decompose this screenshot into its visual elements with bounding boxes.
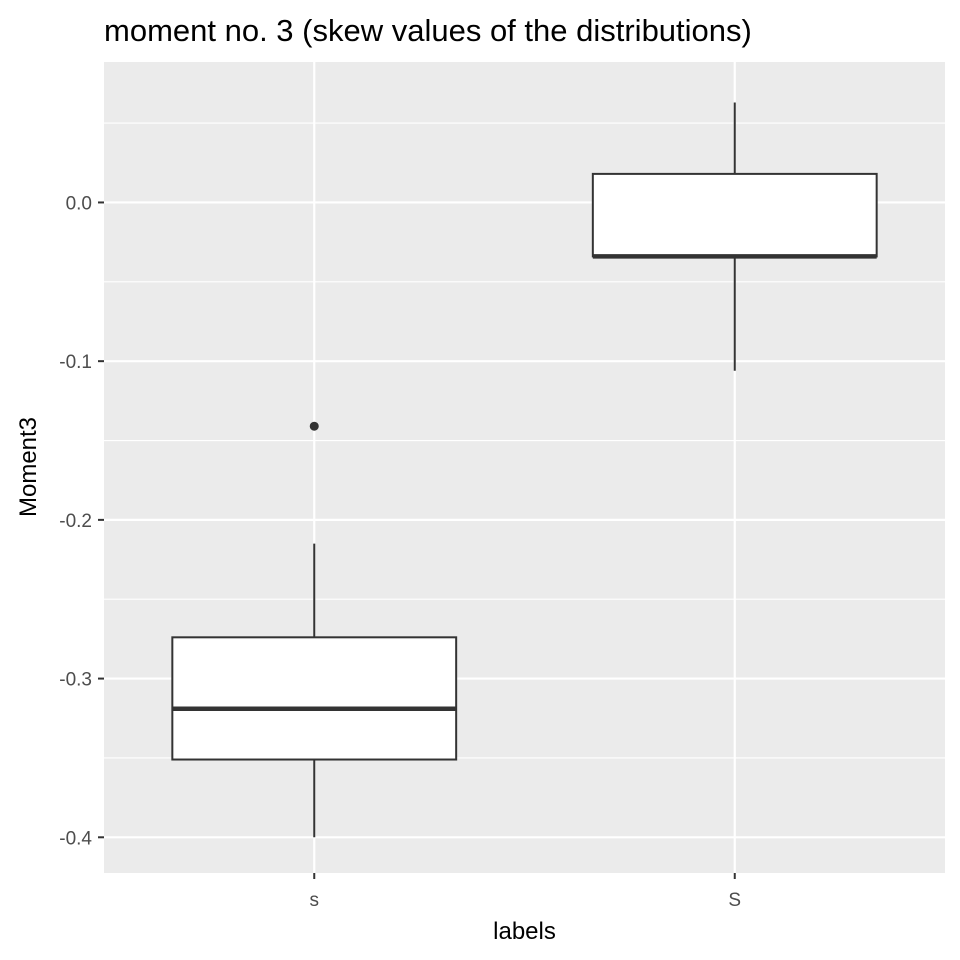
y-axis: 0.0 -0.1 -0.2 -0.3 -0.4 — [59, 193, 104, 849]
y-tick-label: 0.0 — [66, 193, 92, 214]
box-iqr — [591, 172, 878, 258]
x-axis-title: labels — [493, 918, 556, 945]
outlier-point — [309, 421, 319, 431]
x-tick-label: s — [310, 890, 320, 911]
y-tick-label: -0.2 — [59, 511, 92, 532]
y-axis-title: Moment3 — [15, 417, 42, 517]
box-upper-s — [591, 102, 878, 371]
y-tick-label: -0.3 — [59, 670, 92, 691]
x-tick-label: S — [728, 890, 741, 911]
boxes-layer — [171, 102, 878, 838]
box-iqr — [171, 636, 458, 761]
y-tick-label: -0.4 — [59, 828, 92, 849]
chart-title: moment no. 3 (skew values of the distrib… — [104, 13, 752, 48]
y-tick-label: -0.1 — [59, 352, 92, 373]
box-lower-s — [171, 421, 458, 838]
